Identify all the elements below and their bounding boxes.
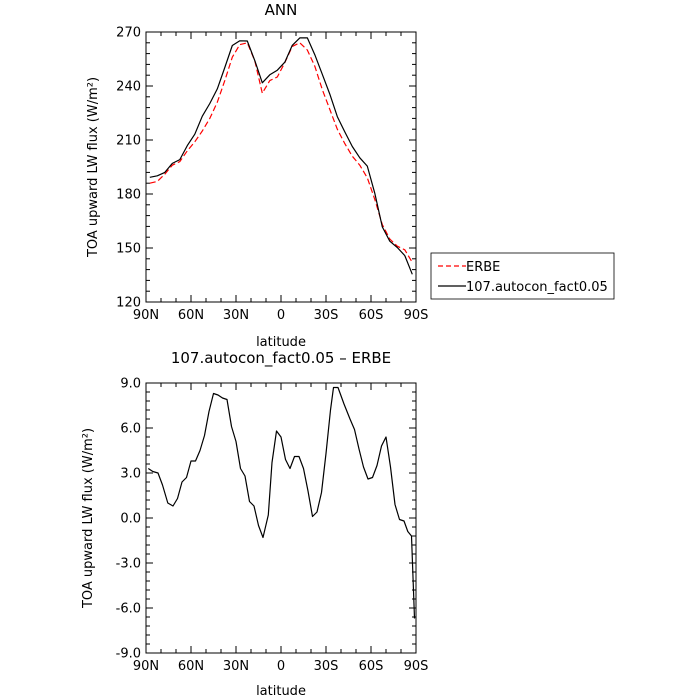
top-y-axis-title: TOA upward LW flux (W/m²) — [86, 77, 101, 258]
x-tick-label: 60N — [178, 308, 204, 323]
bottom-plot-frame — [145, 382, 417, 654]
bottom-x-axis-title: latitude — [256, 684, 306, 699]
top-panel: ANN 90N 60N 30N 0 30S 60S 90S 120 150 180 210 240 2… — [86, 1, 428, 350]
y-tick-label: -9.0 — [116, 647, 141, 662]
x-tick-label: 60N — [178, 659, 204, 674]
top-plot-frame — [145, 31, 417, 303]
bottom-series — [147, 386, 416, 619]
y-tick-label: 210 — [116, 134, 141, 149]
x-tick-label: 30S — [314, 308, 339, 323]
y-tick-label: 6.0 — [120, 422, 141, 437]
y-tick-label: 9.0 — [120, 377, 141, 392]
top-x-axis-title: latitude — [256, 335, 306, 350]
y-tick-label: 0.0 — [120, 512, 141, 527]
y-tick-label: 150 — [116, 242, 141, 257]
y-tick-label: -6.0 — [116, 602, 141, 617]
x-tick-label: 30S — [314, 659, 339, 674]
x-tick-label: 30N — [223, 659, 249, 674]
series-line-107-autocon-fact0-05 — [149, 37, 413, 275]
y-tick-label: -3.0 — [116, 557, 141, 572]
difference-line — [147, 386, 416, 619]
legend: ERBE 107.autocon_fact0.05 — [430, 252, 615, 300]
y-tick-label: 120 — [116, 296, 141, 311]
x-tick-label: 90N — [133, 659, 159, 674]
y-tick-label: 240 — [116, 80, 141, 95]
top-series — [149, 37, 413, 275]
series-line-erbe — [149, 42, 413, 263]
x-tick-label: 0 — [277, 308, 285, 323]
bottom-y-ticks: -9.0 -6.0 -3.0 0.0 3.0 6.0 9.0 — [116, 377, 416, 662]
legend-label-model: 107.autocon_fact0.05 — [466, 280, 608, 295]
top-plot-title: ANN — [265, 1, 298, 19]
legend-label-erbe: ERBE — [466, 260, 500, 275]
x-tick-label: 90S — [404, 659, 429, 674]
x-tick-label: 60S — [359, 659, 384, 674]
bottom-plot-title: 107.autocon_fact0.05 – ERBE — [171, 349, 391, 368]
x-tick-label: 90S — [404, 308, 429, 323]
bottom-y-axis-title: TOA upward LW flux (W/m²) — [81, 428, 96, 609]
x-tick-label: 90N — [133, 308, 159, 323]
bottom-x-ticks: 90N 60N 30N 0 30S 60S 90S — [133, 383, 429, 674]
y-tick-label: 270 — [116, 26, 141, 41]
y-tick-label: 180 — [116, 188, 141, 203]
bottom-panel: 107.autocon_fact0.05 – ERBE 90N 60N 30N 0 30… — [81, 349, 428, 699]
x-tick-label: 30N — [223, 308, 249, 323]
legend-box — [430, 252, 615, 300]
y-tick-label: 3.0 — [120, 467, 141, 482]
x-tick-label: 60S — [359, 308, 384, 323]
top-y-ticks: 120 150 180 210 240 270 — [116, 26, 416, 311]
x-tick-label: 0 — [277, 659, 285, 674]
top-x-ticks: 90N 60N 30N 0 30S 60S 90S — [133, 32, 429, 323]
